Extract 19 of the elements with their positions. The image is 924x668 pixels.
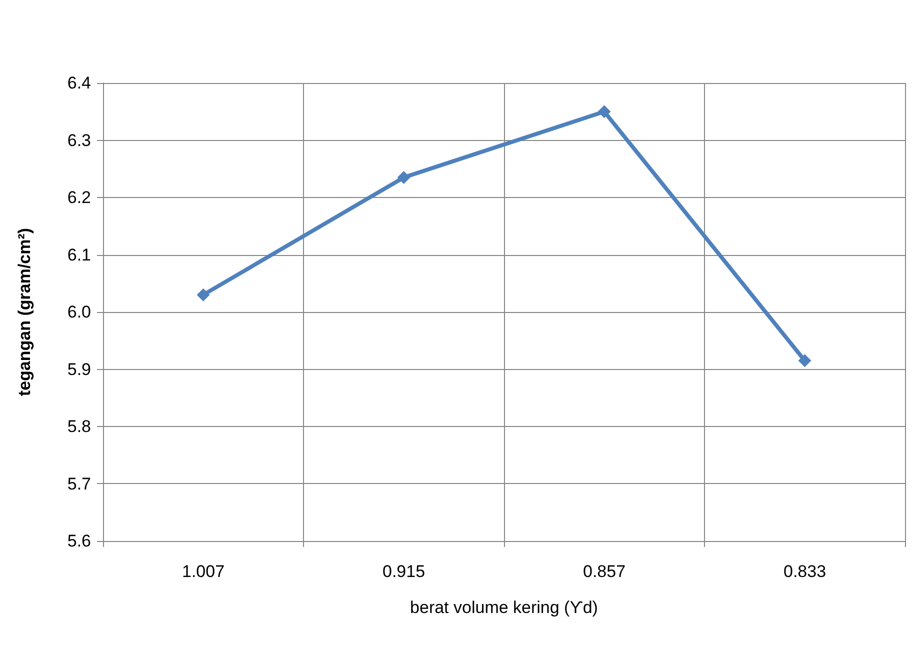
x-tick-label: 0.915 <box>382 562 426 581</box>
y-tick-label: 6.3 <box>67 130 91 150</box>
y-tick-label: 6.4 <box>67 74 91 92</box>
x-tick-label: 0.833 <box>783 562 826 581</box>
x-tick-label: 0.857 <box>582 562 626 581</box>
y-tick-label: 5.7 <box>67 474 91 494</box>
y-tick-label: 6.1 <box>67 245 91 264</box>
y-tick-label: 6.0 <box>67 302 91 322</box>
point <box>798 354 812 368</box>
point <box>598 105 611 118</box>
x-axis-title: berat volume kering (ϒd) <box>410 598 598 617</box>
point <box>397 170 410 184</box>
y-tick-label: 5.9 <box>67 360 91 379</box>
point <box>196 288 210 302</box>
x-tick-label: 1.007 <box>182 562 225 581</box>
y-axis-title: tegangan (gram/cm²) <box>15 228 34 396</box>
y-tick-label: 5.6 <box>67 532 91 550</box>
y-tick-label: 6.2 <box>67 188 91 207</box>
y-tick-label: 5.8 <box>67 417 91 436</box>
